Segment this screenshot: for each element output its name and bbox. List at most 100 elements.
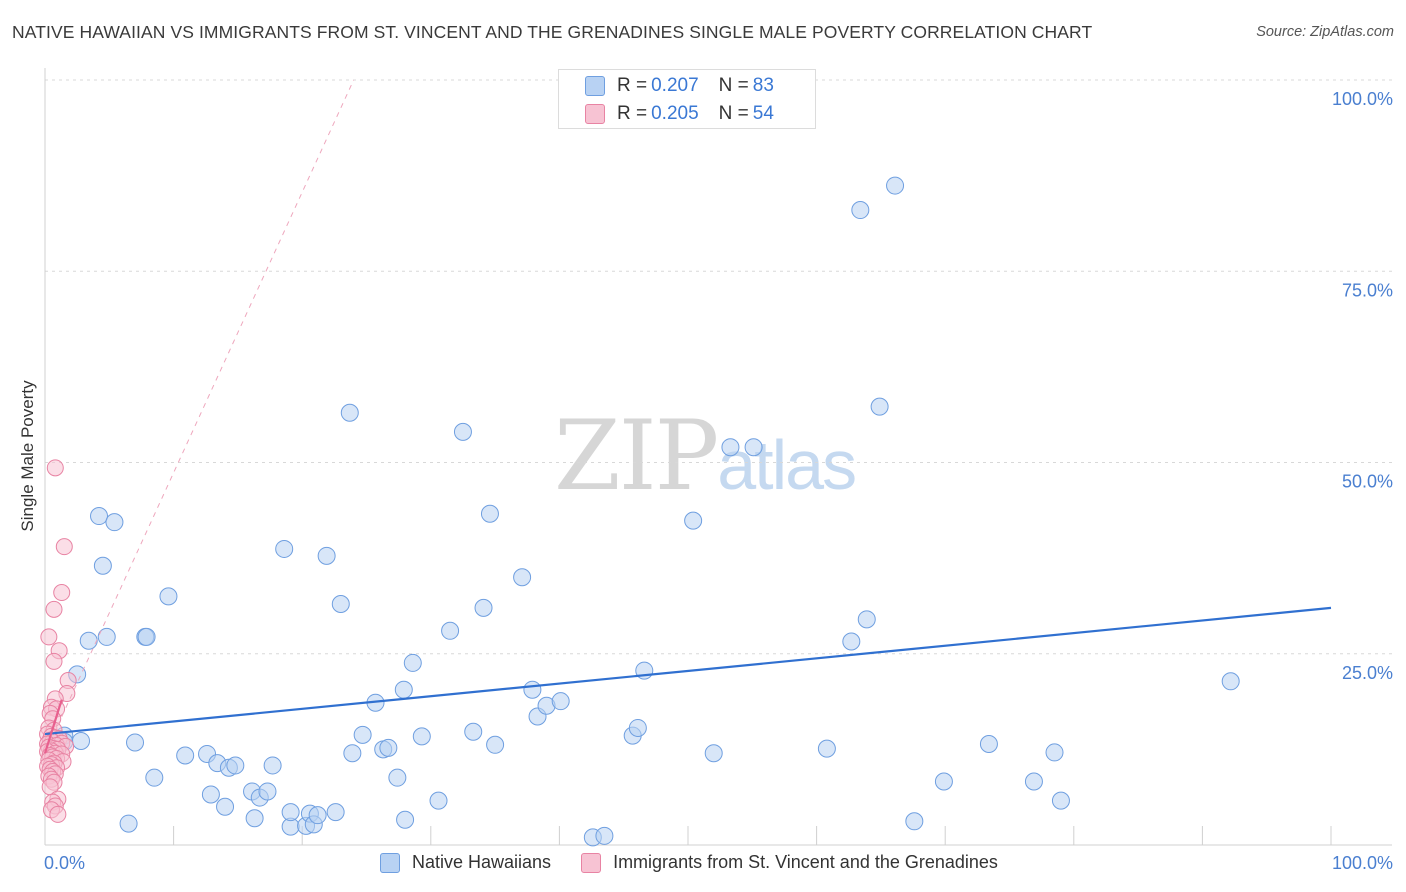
trend-lines bbox=[43, 79, 1332, 754]
legend-r-value: 0.207 bbox=[651, 75, 699, 96]
data-point-native-hawaiian bbox=[595, 826, 614, 845]
bottom-legend-label: Native Hawaiians bbox=[412, 852, 552, 872]
bottom-legend-swatch-pink bbox=[581, 852, 602, 873]
data-point-st-vincent bbox=[46, 459, 64, 477]
data-point-st-vincent bbox=[49, 805, 67, 823]
data-point-native-hawaiian bbox=[326, 803, 345, 822]
data-point-native-hawaiian bbox=[464, 722, 483, 741]
tick-labels: 25.0% 50.0% 75.0% 100.0% 0.0% 100.0% bbox=[44, 89, 1393, 873]
data-point-native-hawaiian bbox=[979, 735, 998, 754]
data-point-native-hawaiian bbox=[343, 744, 362, 763]
data-point-native-hawaiian bbox=[934, 772, 953, 791]
y-tick-label: 25.0% bbox=[1342, 663, 1393, 683]
data-point-native-hawaiian bbox=[474, 598, 493, 617]
data-point-st-vincent bbox=[40, 628, 58, 646]
data-point-native-hawaiian bbox=[72, 731, 91, 750]
data-point-native-hawaiian bbox=[1045, 743, 1064, 762]
data-point-native-hawaiian bbox=[523, 680, 542, 699]
legend-n-label: N = bbox=[718, 75, 749, 96]
axes bbox=[44, 68, 1392, 846]
source-label: Source: ZipAtlas.com bbox=[1256, 24, 1394, 40]
trend-line-pink-extended bbox=[44, 79, 355, 754]
x-tick-label: 0.0% bbox=[44, 853, 85, 873]
watermark-atlas: atlas bbox=[717, 426, 857, 504]
data-point-native-hawaiian bbox=[817, 739, 836, 758]
bottom-legend-native-hawaiians: Native Hawaiians bbox=[380, 852, 551, 873]
data-point-native-hawaiian bbox=[281, 803, 300, 822]
data-point-native-hawaiian bbox=[857, 610, 876, 629]
watermark: ZIPatlas bbox=[554, 400, 857, 512]
data-point-native-hawaiian bbox=[396, 810, 415, 829]
legend-row-st-vincent: R = 0.205 N = 54 bbox=[585, 101, 774, 127]
y-tick-label: 75.0% bbox=[1342, 280, 1393, 300]
data-point-native-hawaiian bbox=[126, 733, 145, 752]
series-native-hawaiians bbox=[47, 176, 1240, 847]
data-point-native-hawaiian bbox=[263, 756, 282, 775]
data-point-native-hawaiian bbox=[628, 718, 647, 737]
data-point-native-hawaiian bbox=[905, 812, 924, 831]
data-point-native-hawaiian bbox=[453, 422, 472, 441]
data-point-native-hawaiian bbox=[704, 744, 723, 763]
bottom-legend: Native Hawaiians Immigrants from St. Vin… bbox=[380, 852, 1028, 873]
trend-line-blue bbox=[44, 606, 1332, 736]
watermark-zip: ZIP bbox=[554, 400, 719, 512]
data-point-native-hawaiian bbox=[870, 397, 889, 416]
bottom-legend-st-vincent: Immigrants from St. Vincent and the Gren… bbox=[581, 852, 998, 873]
data-point-native-hawaiian bbox=[1024, 772, 1043, 791]
bottom-legend-label: Immigrants from St. Vincent and the Gren… bbox=[613, 852, 998, 872]
data-point-native-hawaiian bbox=[159, 587, 178, 606]
data-point-st-vincent bbox=[45, 652, 63, 670]
data-point-st-vincent bbox=[55, 538, 73, 556]
data-point-st-vincent bbox=[45, 600, 63, 618]
data-point-native-hawaiian bbox=[331, 595, 350, 614]
legend-r-value: 0.205 bbox=[651, 103, 699, 124]
legend: R = 0.207 N = 83 R = 0.205 N = 54 bbox=[558, 69, 816, 129]
data-point-native-hawaiian bbox=[226, 756, 245, 775]
data-point-native-hawaiian bbox=[429, 791, 448, 810]
data-point-native-hawaiian bbox=[353, 725, 372, 744]
data-point-native-hawaiian bbox=[245, 809, 264, 828]
data-point-native-hawaiian bbox=[721, 438, 740, 457]
data-point-native-hawaiian bbox=[551, 692, 570, 711]
data-point-native-hawaiian bbox=[105, 513, 124, 532]
data-point-native-hawaiian bbox=[842, 632, 861, 651]
data-point-native-hawaiian bbox=[1221, 672, 1240, 691]
legend-n-value: 54 bbox=[752, 103, 774, 124]
data-point-native-hawaiian bbox=[403, 653, 422, 672]
trend-line-pink bbox=[43, 699, 63, 754]
data-point-native-hawaiian bbox=[340, 403, 359, 422]
data-point-native-hawaiian bbox=[388, 768, 407, 787]
data-point-native-hawaiian bbox=[486, 735, 505, 754]
legend-n-value: 83 bbox=[752, 75, 774, 96]
x-tick-label: 100.0% bbox=[1332, 853, 1393, 873]
data-point-native-hawaiian bbox=[216, 797, 235, 816]
data-point-st-vincent bbox=[53, 584, 71, 602]
data-point-native-hawaiian bbox=[176, 746, 195, 765]
data-point-native-hawaiian bbox=[90, 507, 109, 526]
data-point-native-hawaiian bbox=[97, 627, 116, 646]
grid-lines bbox=[45, 79, 1392, 655]
data-point-native-hawaiian bbox=[684, 511, 703, 530]
data-point-native-hawaiian bbox=[79, 631, 98, 650]
data-point-native-hawaiian bbox=[412, 727, 431, 746]
data-point-native-hawaiian bbox=[317, 546, 336, 565]
data-point-native-hawaiian bbox=[93, 556, 112, 575]
bottom-legend-swatch-blue bbox=[380, 852, 400, 873]
legend-swatch-blue bbox=[585, 76, 605, 96]
data-point-native-hawaiian bbox=[1051, 791, 1070, 810]
legend-r-label: R = bbox=[617, 103, 648, 124]
legend-swatch-pink bbox=[585, 104, 605, 124]
data-point-native-hawaiian bbox=[258, 782, 277, 801]
data-point-native-hawaiian bbox=[886, 176, 905, 195]
data-point-native-hawaiian bbox=[744, 438, 763, 457]
legend-n-label: N = bbox=[718, 103, 749, 124]
data-point-native-hawaiian bbox=[201, 785, 220, 804]
data-point-native-hawaiian bbox=[308, 806, 327, 825]
chart-title: NATIVE HAWAIIAN VS IMMIGRANTS FROM ST. V… bbox=[12, 22, 1093, 42]
data-point-native-hawaiian bbox=[480, 504, 499, 523]
data-point-native-hawaiian bbox=[851, 201, 870, 220]
legend-row-native-hawaiians: R = 0.207 N = 83 bbox=[585, 73, 774, 99]
data-point-native-hawaiian bbox=[145, 768, 164, 787]
y-tick-label: 100.0% bbox=[1332, 89, 1393, 109]
